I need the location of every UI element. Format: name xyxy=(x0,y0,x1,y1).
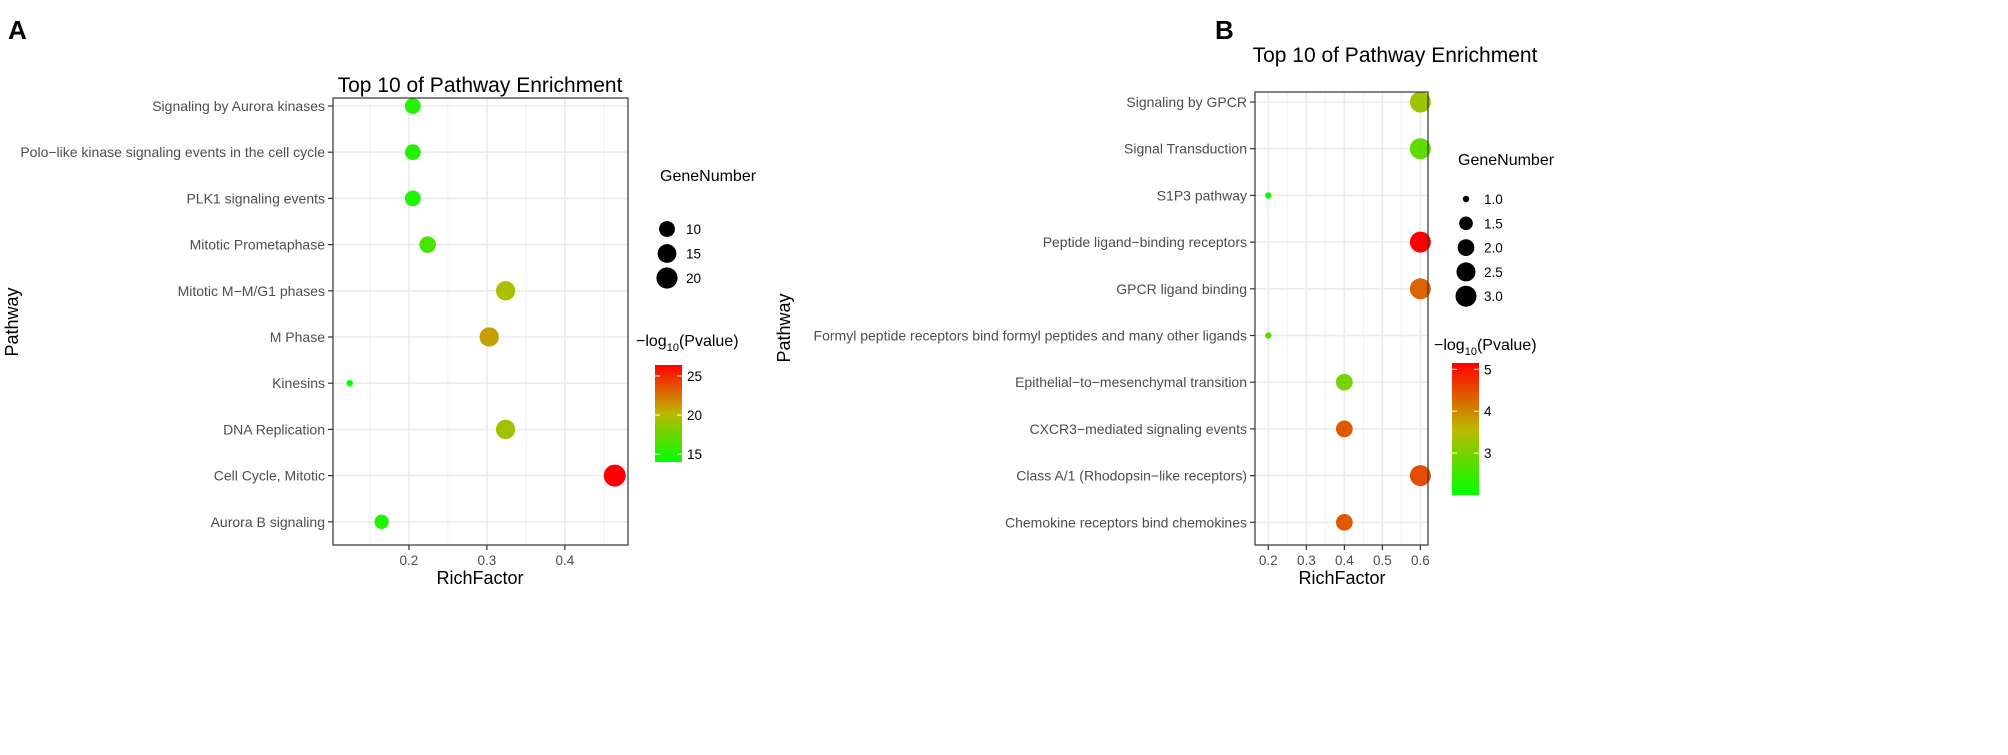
data-point xyxy=(1409,278,1431,300)
color-bar-label: 15 xyxy=(687,447,702,462)
color-legend-title-prefix: −log xyxy=(636,333,667,350)
size-legend-label: 1.5 xyxy=(1484,216,1503,231)
plot-border xyxy=(1254,91,1429,546)
color-legend-title-suffix: (Pvalue) xyxy=(1477,337,1537,354)
color-bar xyxy=(1452,363,1479,495)
y-axis-title: Pathway xyxy=(2,287,22,356)
data-point xyxy=(495,281,516,301)
y-tick-label: DNA Replication xyxy=(223,421,325,437)
x-tick-label: 0.4 xyxy=(1335,553,1354,568)
size-legend-key xyxy=(1455,285,1477,307)
y-tick-label: Signaling by Aurora kinases xyxy=(152,98,325,114)
y-tick-label: Kinesins xyxy=(272,375,325,391)
x-tick-label: 0.3 xyxy=(1297,553,1316,568)
color-legend-title-suffix: (Pvalue) xyxy=(679,333,739,350)
data-point xyxy=(1409,231,1431,253)
y-tick-label: GPCR ligand binding xyxy=(1116,281,1247,297)
panel-label: B xyxy=(1215,15,1234,45)
data-point xyxy=(1335,373,1353,391)
y-tick-label: Epithelial−to−mesenchymal transition xyxy=(1015,374,1247,390)
data-point xyxy=(404,98,421,114)
plot-border xyxy=(332,97,629,546)
color-bar xyxy=(655,365,682,462)
color-legend-title-subscript: 10 xyxy=(667,342,679,354)
x-tick-label: 0.4 xyxy=(555,553,574,568)
y-tick-label: M Phase xyxy=(270,329,325,345)
color-legend-title: −log10(Pvalue) xyxy=(1434,337,1537,358)
color-bar-label: 25 xyxy=(687,369,702,384)
size-legend-label: 15 xyxy=(686,247,701,262)
y-tick-label: Polo−like kinase signaling events in the… xyxy=(20,144,325,160)
data-point xyxy=(479,327,499,347)
size-legend-key xyxy=(657,244,677,263)
chart-title: Top 10 of Pathway Enrichment xyxy=(1253,44,1538,67)
data-point xyxy=(1409,91,1431,113)
x-axis-title: RichFactor xyxy=(1298,568,1385,588)
y-tick-label: Mitotic M−M/G1 phases xyxy=(178,283,325,299)
size-legend-key xyxy=(656,267,678,289)
size-legend-key xyxy=(1457,239,1475,256)
data-point xyxy=(1335,420,1353,438)
x-tick-label: 0.3 xyxy=(478,553,497,568)
data-point xyxy=(404,144,421,161)
size-legend-label: 2.0 xyxy=(1484,241,1503,256)
y-tick-label: Signal Transduction xyxy=(1124,141,1247,157)
size-legend-label: 20 xyxy=(686,271,701,286)
data-point xyxy=(346,380,353,387)
x-tick-label: 0.2 xyxy=(400,553,419,568)
y-tick-label: Class A/1 (Rhodopsin−like receptors) xyxy=(1016,468,1247,484)
y-tick-label: Cell Cycle, Mitotic xyxy=(214,468,325,484)
color-bar-label: 4 xyxy=(1484,404,1492,419)
data-point xyxy=(1265,332,1272,339)
size-legend-title: GeneNumber xyxy=(660,168,757,185)
y-tick-label: Aurora B signaling xyxy=(211,514,325,530)
size-legend-key xyxy=(1462,195,1470,203)
data-point xyxy=(1409,465,1431,487)
color-legend-title-subscript: 10 xyxy=(1465,346,1477,358)
size-legend-key xyxy=(1459,216,1473,231)
size-legend-label: 3.0 xyxy=(1484,289,1503,304)
plot-background xyxy=(333,98,628,545)
size-legend-key xyxy=(1456,262,1476,282)
x-tick-label: 0.5 xyxy=(1373,553,1392,568)
y-axis-title: Pathway xyxy=(774,293,794,362)
data-point xyxy=(495,419,516,440)
x-tick-label: 0.2 xyxy=(1259,553,1278,568)
data-point xyxy=(419,236,436,253)
size-legend-label: 10 xyxy=(686,222,701,237)
color-bar-label: 20 xyxy=(687,408,702,423)
y-tick-label: Peptide ligand−binding receptors xyxy=(1043,234,1247,250)
y-tick-label: Formyl peptide receptors bind formyl pep… xyxy=(814,328,1247,344)
y-tick-label: Signaling by GPCR xyxy=(1126,94,1247,110)
y-tick-label: Mitotic Prometaphase xyxy=(190,237,326,253)
x-axis-title: RichFactor xyxy=(436,568,523,588)
size-legend-title: GeneNumber xyxy=(1458,152,1555,169)
data-point xyxy=(1335,513,1353,531)
plot-background xyxy=(1255,92,1428,545)
size-legend-label: 2.5 xyxy=(1484,265,1503,280)
size-legend-label: 1.0 xyxy=(1484,192,1503,207)
panel-label: A xyxy=(8,15,27,45)
data-point xyxy=(1265,192,1272,199)
color-legend-title: −log10(Pvalue) xyxy=(636,333,739,354)
data-point xyxy=(404,190,421,207)
data-point xyxy=(603,464,626,487)
color-bar-label: 3 xyxy=(1484,446,1492,461)
data-point xyxy=(374,514,389,530)
y-tick-label: PLK1 signaling events xyxy=(186,190,325,206)
color-legend-title-prefix: −log xyxy=(1434,337,1465,354)
x-tick-label: 0.6 xyxy=(1411,553,1430,568)
y-tick-label: Chemokine receptors bind chemokines xyxy=(1005,514,1247,530)
y-tick-label: CXCR3−mediated signaling events xyxy=(1029,421,1247,437)
color-bar-label: 5 xyxy=(1484,362,1492,377)
chart-title: Top 10 of Pathway Enrichment xyxy=(338,74,623,97)
size-legend-key xyxy=(659,221,675,237)
data-point xyxy=(1409,138,1431,160)
y-tick-label: S1P3 pathway xyxy=(1157,187,1247,203)
